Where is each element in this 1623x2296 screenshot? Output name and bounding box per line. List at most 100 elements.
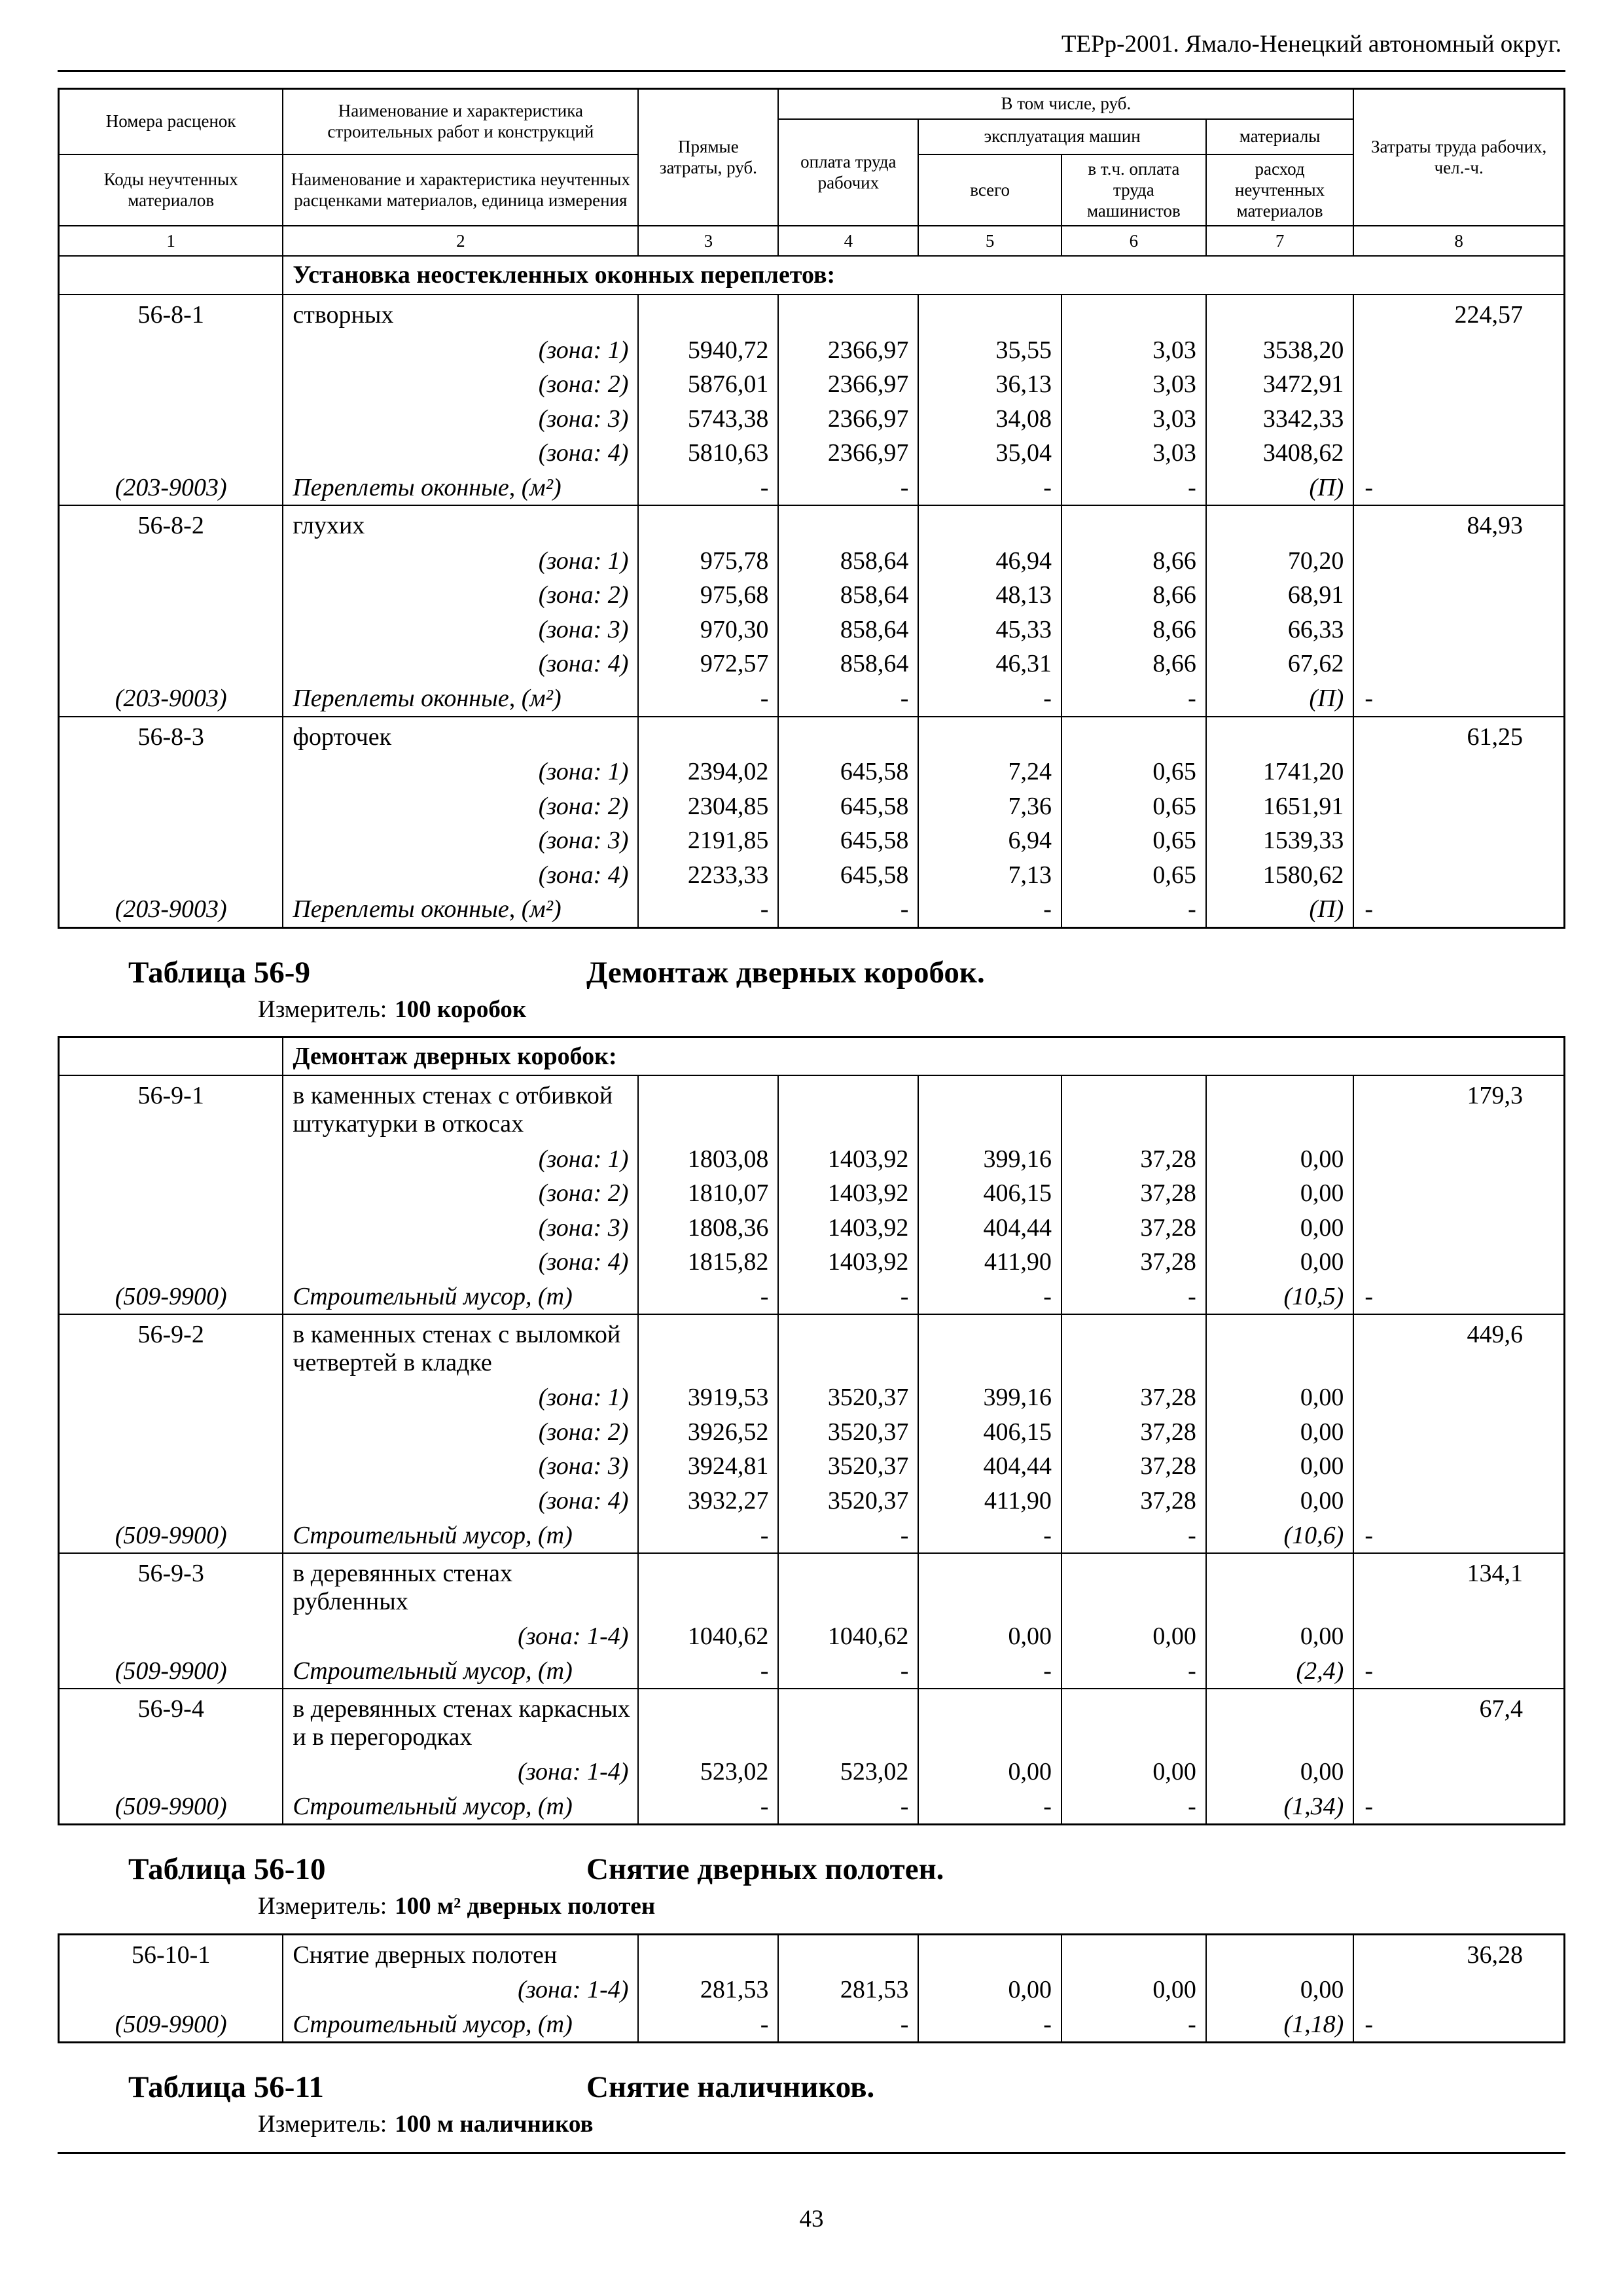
- zone-row: (зона: 3) 1808,36 1403,92 404,44 37,28 0,00: [58, 1210, 1565, 1246]
- table-name: Снятие дверных полотен.: [586, 1852, 944, 1887]
- labor-pay-cell: -: [777, 2007, 919, 2043]
- materials-expense-cell: 0,00: [1205, 1484, 1355, 1518]
- labor-costs-cell: [1353, 436, 1565, 471]
- zone-label-cell: (зона: 1): [282, 543, 639, 579]
- machines-total-cell: [918, 715, 1062, 755]
- direct-costs-cell: 3926,52: [637, 1414, 779, 1450]
- labor-costs-cell: [1353, 332, 1565, 368]
- labor-pay-cell: -: [777, 1789, 919, 1825]
- direct-costs-cell: 975,78: [637, 543, 779, 579]
- next-table-top-rule: [58, 2152, 1565, 2155]
- zone-row: (зона: 2) 1810,07 1403,92 406,15 37,28 0,00: [58, 1176, 1565, 1211]
- zone-row: (зона: 3) 2191,85 645,58 6,94 0,65 1539,33: [58, 823, 1565, 858]
- labor-pay-cell: 2366,97: [777, 436, 919, 471]
- zone-label-cell: (зона: 2): [282, 789, 639, 824]
- machines-total-cell: -: [918, 470, 1062, 506]
- materials-expense-cell: 66,33: [1205, 612, 1355, 647]
- col-number: 6: [1060, 225, 1207, 257]
- zone-row: (зона: 1) 1803,08 1403,92 399,16 37,28 0,00: [58, 1141, 1565, 1177]
- machinists-pay-cell: 37,28: [1060, 1414, 1207, 1450]
- rate-code-cell: [58, 1414, 284, 1450]
- labor-pay-cell: [777, 715, 919, 755]
- work-name-cell: в деревянных стенах каркасных и в перего…: [282, 1688, 639, 1755]
- zone-label-cell: (зона: 4): [282, 1484, 639, 1518]
- machinists-pay-cell: 37,28: [1060, 1141, 1207, 1177]
- item-row: 56-9-2 в каменных стенах с выломкой четве…: [58, 1314, 1565, 1381]
- direct-costs-cell: 975,68: [637, 578, 779, 613]
- machinists-pay-cell: 8,66: [1060, 543, 1207, 579]
- machines-total-cell: [918, 505, 1062, 544]
- machines-total-cell: 35,04: [918, 436, 1062, 471]
- material-row: (203-9003) Переплеты оконные, (м²) - - - - (П)…: [58, 892, 1565, 928]
- rate-code-cell: [58, 1619, 284, 1654]
- labor-pay-cell: [777, 1552, 919, 1620]
- rate-code-cell: [58, 543, 284, 579]
- direct-costs-cell: [637, 505, 779, 544]
- zone-row: (зона: 1) 3919,53 3520,37 399,16 37,28 0,00: [58, 1380, 1565, 1415]
- machinists-pay-cell: 37,28: [1060, 1176, 1207, 1211]
- machines-total-cell: 7,24: [918, 755, 1062, 789]
- header-row-numbers: 1 2 3 4 5 6 7 8: [58, 225, 1565, 257]
- labor-pay-cell: 858,64: [777, 647, 919, 681]
- labor-pay-cell: 3520,37: [777, 1414, 919, 1450]
- labor-costs-cell: -: [1353, 1789, 1565, 1825]
- rates-table-56-9: Демонтаж дверных коробок: 56-9-1 в каменны…: [58, 1035, 1565, 1826]
- labor-pay-cell: -: [777, 1518, 919, 1554]
- labor-pay-cell: 1403,92: [777, 1210, 919, 1246]
- labor-pay-cell: [777, 293, 919, 333]
- materials-expense-cell: 0,00: [1205, 1141, 1355, 1177]
- materials-expense-cell: (1,34): [1205, 1789, 1355, 1825]
- machines-total-cell: 48,13: [918, 578, 1062, 613]
- zone-label-cell: (зона: 1-4): [282, 1619, 639, 1654]
- labor-pay-cell: 281,53: [777, 1973, 919, 2007]
- zone-label-cell: (зона: 3): [282, 823, 639, 858]
- rate-code-cell: [58, 823, 284, 858]
- machines-total-cell: -: [918, 681, 1062, 717]
- machines-total-cell: -: [918, 1518, 1062, 1554]
- labor-costs-cell: -: [1353, 1518, 1565, 1554]
- direct-costs-cell: 523,02: [637, 1755, 779, 1789]
- work-name-cell: в каменных стенах с выломкой четвертей в…: [282, 1314, 639, 1381]
- rate-code-cell: [58, 436, 284, 471]
- labor-pay-cell: -: [777, 892, 919, 928]
- rate-code-cell: 56-9-4: [58, 1688, 284, 1755]
- work-name-cell: в каменных стенах с отбивкой штукатурки …: [282, 1075, 639, 1142]
- labor-costs-cell: 224,57: [1353, 293, 1565, 333]
- material-name-cell: Строительный мусор, (т): [282, 1518, 639, 1554]
- col-header-materials-expense: расход неучтенных материалов: [1205, 153, 1355, 227]
- direct-costs-cell: [637, 293, 779, 333]
- rate-code-cell: 56-10-1: [58, 1933, 284, 1973]
- col-number: 2: [282, 225, 639, 257]
- machinists-pay-cell: [1060, 1075, 1207, 1142]
- item-row: 56-8-1 створных 224,57: [58, 293, 1565, 333]
- direct-costs-cell: [637, 1933, 779, 1973]
- materials-expense-cell: [1205, 1314, 1355, 1381]
- direct-costs-cell: -: [637, 1653, 779, 1689]
- labor-costs-cell: [1353, 1619, 1565, 1654]
- material-code-cell: (509-9900): [58, 1653, 284, 1689]
- labor-pay-cell: -: [777, 681, 919, 717]
- materials-expense-cell: [1205, 1075, 1355, 1142]
- materials-expense-cell: 1741,20: [1205, 755, 1355, 789]
- col-header-materials: материалы: [1205, 118, 1355, 155]
- labor-costs-cell: [1353, 789, 1565, 824]
- direct-costs-cell: -: [637, 681, 779, 717]
- labor-costs-cell: [1353, 1245, 1565, 1280]
- machines-total-cell: [918, 1314, 1062, 1381]
- rate-code-cell: 56-9-1: [58, 1075, 284, 1142]
- machinists-pay-cell: [1060, 1314, 1207, 1381]
- machinists-pay-cell: 37,28: [1060, 1210, 1207, 1246]
- col-number: 3: [637, 225, 779, 257]
- machinists-pay-cell: 0,65: [1060, 857, 1207, 893]
- materials-expense-cell: 1539,33: [1205, 823, 1355, 858]
- labor-pay-cell: 1403,92: [777, 1176, 919, 1211]
- labor-pay-cell: [777, 1933, 919, 1973]
- measure-line-56-11: Измеритель: 100 м наличников: [258, 2110, 1565, 2139]
- materials-expense-cell: [1205, 1933, 1355, 1973]
- machines-total-cell: 0,00: [918, 1755, 1062, 1789]
- machines-total-cell: -: [918, 892, 1062, 928]
- direct-costs-cell: 2304,85: [637, 789, 779, 824]
- labor-pay-cell: 3520,37: [777, 1380, 919, 1415]
- item-row: 56-9-3 в деревянных стенах рубленных 134,1: [58, 1552, 1565, 1620]
